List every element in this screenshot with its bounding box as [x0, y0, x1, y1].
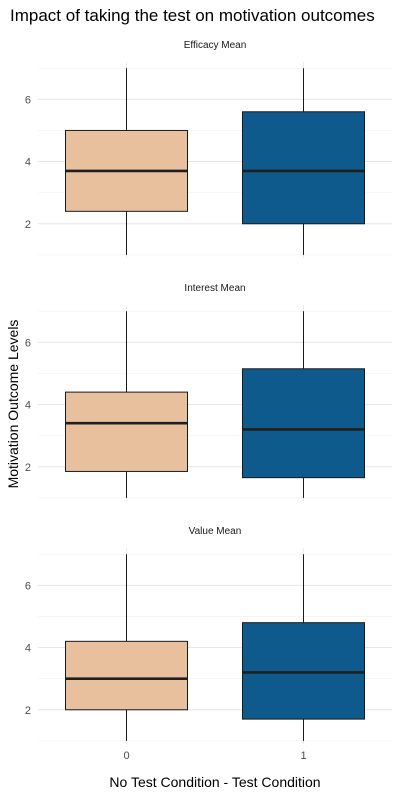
box [242, 368, 365, 479]
y-tick-label: 4 [25, 400, 31, 412]
facet-panels: Efficacy Mean 2 4 6 Interest Mean 2 4 6 Value Me… [25, 40, 392, 762]
y-tick-label: 2 [25, 462, 31, 474]
box [65, 640, 188, 711]
facet-label: Value Mean [189, 526, 242, 537]
box [242, 111, 365, 225]
y-tick-label: 4 [25, 157, 31, 169]
y-tick-label: 6 [25, 94, 31, 106]
x-tick-label: 0 [123, 750, 129, 762]
y-tick-label: 6 [25, 580, 31, 592]
y-tick-label: 4 [25, 643, 31, 655]
y-tick-label: 2 [25, 219, 31, 231]
chart-title: Impact of taking the test on motivation … [10, 6, 375, 25]
y-tick-label: 2 [25, 705, 31, 717]
box [242, 622, 365, 720]
y-axis-title: Motivation Outcome Levels [5, 320, 21, 489]
box [65, 391, 188, 472]
facet-label: Interest Mean [184, 283, 245, 294]
x-tick-label: 1 [300, 750, 306, 762]
x-axis-title: No Test Condition - Test Condition [109, 774, 320, 790]
facet-label: Efficacy Mean [184, 40, 247, 51]
y-tick-label: 6 [25, 337, 31, 349]
